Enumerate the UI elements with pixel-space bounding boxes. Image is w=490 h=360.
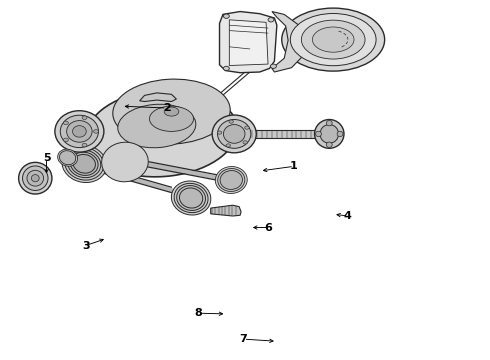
Ellipse shape [94, 130, 98, 133]
Text: 1: 1 [290, 161, 298, 171]
Ellipse shape [326, 142, 332, 148]
Ellipse shape [245, 126, 249, 129]
Ellipse shape [218, 168, 245, 192]
Ellipse shape [226, 144, 230, 147]
Polygon shape [211, 205, 241, 216]
Polygon shape [140, 93, 176, 102]
Ellipse shape [337, 131, 343, 136]
Ellipse shape [108, 147, 142, 177]
Ellipse shape [82, 116, 87, 120]
Ellipse shape [58, 149, 77, 166]
Ellipse shape [315, 120, 344, 148]
Polygon shape [229, 20, 268, 66]
Text: 7: 7 [240, 334, 247, 344]
Ellipse shape [218, 131, 222, 134]
Text: 8: 8 [195, 308, 202, 318]
Ellipse shape [82, 143, 87, 147]
Ellipse shape [27, 170, 44, 186]
Ellipse shape [73, 154, 96, 173]
Ellipse shape [212, 115, 256, 153]
Ellipse shape [55, 111, 104, 152]
Text: 4: 4 [344, 211, 352, 221]
Ellipse shape [290, 13, 376, 66]
Ellipse shape [313, 27, 354, 52]
Ellipse shape [270, 64, 276, 68]
Ellipse shape [63, 121, 68, 125]
Ellipse shape [220, 171, 243, 189]
Text: 5: 5 [43, 153, 50, 163]
Text: 3: 3 [82, 240, 90, 251]
Ellipse shape [223, 66, 229, 71]
Ellipse shape [23, 166, 48, 190]
Ellipse shape [179, 188, 203, 208]
Ellipse shape [177, 185, 205, 211]
Polygon shape [220, 12, 277, 73]
Ellipse shape [19, 162, 52, 194]
Polygon shape [272, 12, 304, 72]
Ellipse shape [320, 125, 339, 143]
Ellipse shape [174, 183, 208, 213]
Ellipse shape [67, 121, 92, 142]
Ellipse shape [326, 120, 332, 126]
Polygon shape [250, 130, 318, 138]
Ellipse shape [111, 150, 139, 174]
Ellipse shape [68, 150, 101, 178]
Ellipse shape [113, 152, 137, 172]
Ellipse shape [149, 106, 194, 131]
Ellipse shape [60, 115, 98, 148]
Ellipse shape [65, 148, 104, 180]
Ellipse shape [243, 141, 247, 144]
Ellipse shape [86, 90, 237, 177]
Ellipse shape [101, 142, 148, 182]
Ellipse shape [215, 167, 247, 193]
Ellipse shape [218, 120, 251, 148]
Ellipse shape [105, 145, 145, 179]
Ellipse shape [223, 14, 229, 18]
Ellipse shape [301, 20, 365, 59]
Ellipse shape [118, 104, 196, 148]
Ellipse shape [59, 151, 76, 165]
Ellipse shape [229, 120, 233, 123]
Ellipse shape [172, 181, 211, 215]
Ellipse shape [63, 138, 68, 142]
Ellipse shape [31, 175, 39, 182]
Ellipse shape [62, 145, 107, 183]
Ellipse shape [73, 126, 86, 137]
Ellipse shape [268, 18, 274, 22]
Ellipse shape [282, 8, 385, 71]
Ellipse shape [164, 107, 179, 116]
Ellipse shape [316, 131, 321, 136]
Ellipse shape [223, 125, 245, 143]
Ellipse shape [113, 79, 230, 144]
Text: 2: 2 [163, 103, 171, 113]
Ellipse shape [71, 152, 98, 175]
Text: 6: 6 [265, 222, 272, 233]
